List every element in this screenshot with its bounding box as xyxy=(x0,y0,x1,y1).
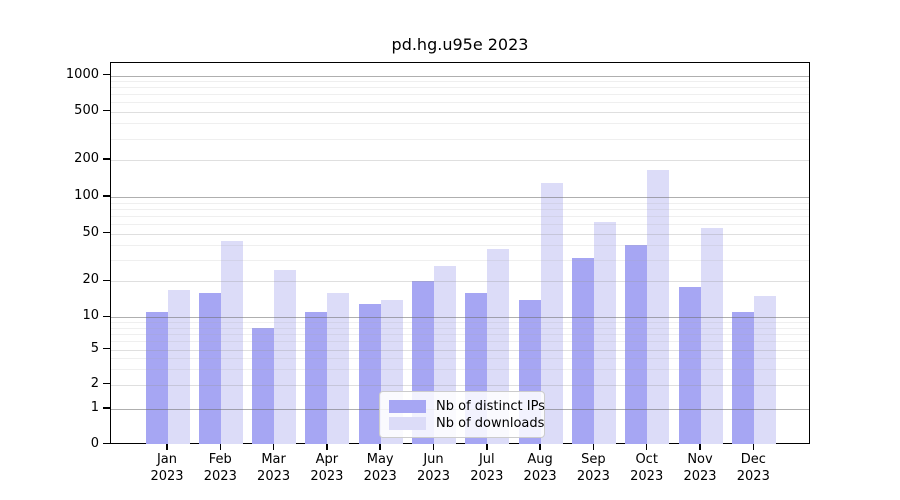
bar-downloads-mar xyxy=(274,269,297,445)
x-tick-mark xyxy=(752,444,755,450)
y-tick-mark xyxy=(103,382,110,385)
y-tick-label-1: 1 xyxy=(90,400,99,415)
x-tick-label-may: May 2023 xyxy=(363,452,397,484)
bar-downloads-nov xyxy=(700,227,723,445)
bar-downloads-jan xyxy=(167,289,190,445)
chart-title: pd.hg.u95e 2023 xyxy=(391,35,529,54)
y-tick-label-100: 100 xyxy=(74,188,99,203)
x-tick-mark xyxy=(539,444,541,450)
bar-distinct-ips-feb xyxy=(198,292,221,445)
y-tick-mark xyxy=(103,73,110,76)
bar-distinct-ips-sep xyxy=(571,258,594,445)
x-tick-mark xyxy=(645,444,648,450)
gridline-minor xyxy=(111,87,809,89)
y-tick-mark xyxy=(103,315,110,318)
legend-item-downloads: Nb of downloads xyxy=(389,416,544,431)
x-tick-label-nov: Nov 2023 xyxy=(683,452,717,484)
bar-downloads-apr xyxy=(327,292,350,445)
x-tick-mark xyxy=(432,444,435,450)
x-tick-mark xyxy=(219,444,222,450)
gridline-y-100 xyxy=(111,197,809,198)
bar-downloads-dec xyxy=(753,296,776,445)
legend-item-distinct-ips: Nb of distinct IPs xyxy=(389,399,545,414)
x-tick-mark xyxy=(699,444,701,450)
y-tick-label-20: 20 xyxy=(82,272,99,288)
gridline-minor xyxy=(111,208,809,210)
x-tick-label-feb: Feb 2023 xyxy=(203,452,237,484)
y-tick-label-2: 2 xyxy=(90,375,99,391)
gridline-y-200 xyxy=(111,160,809,161)
legend-label-downloads: Nb of downloads xyxy=(436,415,545,431)
gridline-y-500 xyxy=(111,111,809,113)
x-tick-mark xyxy=(166,444,168,450)
y-tick-label-200: 200 xyxy=(74,151,99,166)
x-tick-mark xyxy=(326,444,328,450)
bar-distinct-ips-mar xyxy=(252,327,275,445)
bar-downloads-feb xyxy=(220,241,243,445)
x-tick-label-aug: Aug 2023 xyxy=(523,452,557,484)
x-tick-mark xyxy=(592,444,595,450)
x-tick-label-apr: Apr 2023 xyxy=(310,452,344,484)
y-tick-label-5: 5 xyxy=(90,340,99,356)
y-tick-mark xyxy=(103,231,110,234)
bar-distinct-ips-apr xyxy=(305,312,328,445)
bar-downloads-aug xyxy=(540,182,563,445)
gridline-minor xyxy=(111,202,809,204)
x-tick-label-jun: Jun 2023 xyxy=(416,452,451,484)
x-tick-label-oct: Oct 2023 xyxy=(630,452,664,484)
bar-distinct-ips-jan xyxy=(145,312,168,445)
bar-distinct-ips-nov xyxy=(678,286,701,445)
y-tick-mark xyxy=(103,158,110,160)
x-tick-label-jan: Jan 2023 xyxy=(150,452,184,484)
bar-downloads-oct xyxy=(647,170,670,445)
gridline-minor xyxy=(111,123,809,125)
y-tick-mark xyxy=(103,442,110,445)
y-tick-label-50: 50 xyxy=(82,224,99,240)
y-tick-mark xyxy=(103,109,110,112)
y-tick-mark xyxy=(103,407,110,409)
gridline-minor xyxy=(111,94,809,96)
y-tick-mark xyxy=(103,195,110,197)
x-tick-mark xyxy=(379,444,381,450)
legend-swatch-downloads xyxy=(389,416,426,430)
gridline-y-1000 xyxy=(111,75,809,77)
bar-distinct-ips-dec xyxy=(731,312,754,445)
plot-area xyxy=(110,62,810,445)
y-tick-label-1000: 1000 xyxy=(65,66,99,82)
y-tick-label-10: 10 xyxy=(82,308,99,324)
x-tick-label-dec: Dec 2023 xyxy=(736,452,770,484)
x-tick-mark xyxy=(486,444,488,450)
x-tick-label-jul: Jul 2023 xyxy=(470,452,504,484)
legend: Nb of distinct IPs Nb of downloads xyxy=(379,391,545,438)
y-tick-label-500: 500 xyxy=(74,102,99,118)
x-tick-label-mar: Mar 2023 xyxy=(257,452,291,484)
y-tick-label-0: 0 xyxy=(90,435,99,451)
gridline-minor xyxy=(111,102,809,104)
bar-downloads-sep xyxy=(593,222,616,445)
y-tick-mark xyxy=(103,279,110,282)
gridline-minor xyxy=(111,138,809,140)
gridline-minor xyxy=(111,215,809,217)
x-tick-label-sep: Sep 2023 xyxy=(576,452,610,484)
bar-distinct-ips-oct xyxy=(625,245,648,445)
gridline-minor xyxy=(111,80,809,82)
x-tick-mark xyxy=(272,444,275,450)
legend-swatch-distinct-ips xyxy=(389,399,426,413)
y-tick-mark xyxy=(103,347,110,350)
bar-distinct-ips-may xyxy=(358,303,381,445)
legend-label-distinct-ips: Nb of distinct IPs xyxy=(436,398,545,414)
gridline-minor xyxy=(111,223,809,225)
